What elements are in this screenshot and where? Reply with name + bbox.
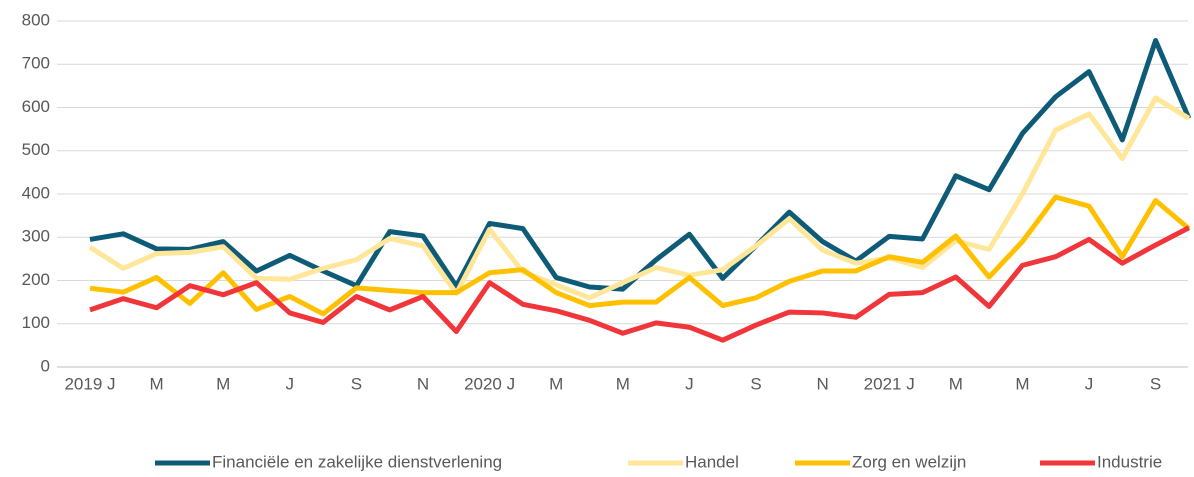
series-line xyxy=(89,194,1191,317)
y-tick-label: 0 xyxy=(41,356,50,375)
y-tick-label: 800 xyxy=(22,10,50,29)
x-tick-label: S xyxy=(750,374,761,393)
legend-label: Financiële en zakelijke dienstverlening xyxy=(212,452,502,471)
x-tick-label: J xyxy=(1085,374,1094,393)
series-line xyxy=(88,95,1191,301)
x-tick-label: M xyxy=(616,374,630,393)
series-line xyxy=(89,225,1191,343)
x-tick-label: J xyxy=(685,374,694,393)
legend-label: Handel xyxy=(685,452,739,471)
y-tick-label: 300 xyxy=(22,227,50,246)
legend-label: Zorg en welzijn xyxy=(852,452,966,471)
x-tick-label: 2021 J xyxy=(864,374,915,393)
legend-label: Industrie xyxy=(1097,452,1162,471)
x-tick-label: 2020 J xyxy=(464,374,515,393)
x-tick-label: M xyxy=(1015,374,1029,393)
y-tick-label: 700 xyxy=(22,54,50,73)
x-tick-label: N xyxy=(417,374,429,393)
y-tick-label: 400 xyxy=(22,183,50,202)
x-tick-label: M xyxy=(216,374,230,393)
x-tick-label: S xyxy=(351,374,362,393)
x-tick-label: 2019 J xyxy=(64,374,115,393)
x-tick-label: S xyxy=(1150,374,1161,393)
y-tick-label: 100 xyxy=(22,313,50,332)
y-tick-label: 200 xyxy=(22,270,50,289)
x-tick-label: M xyxy=(949,374,963,393)
series-line xyxy=(89,37,1192,292)
x-tick-label: M xyxy=(150,374,164,393)
x-tick-label: J xyxy=(286,374,295,393)
y-tick-label: 600 xyxy=(22,97,50,116)
x-tick-label: M xyxy=(549,374,563,393)
y-tick-label: 500 xyxy=(22,140,50,159)
x-tick-label: N xyxy=(816,374,828,393)
